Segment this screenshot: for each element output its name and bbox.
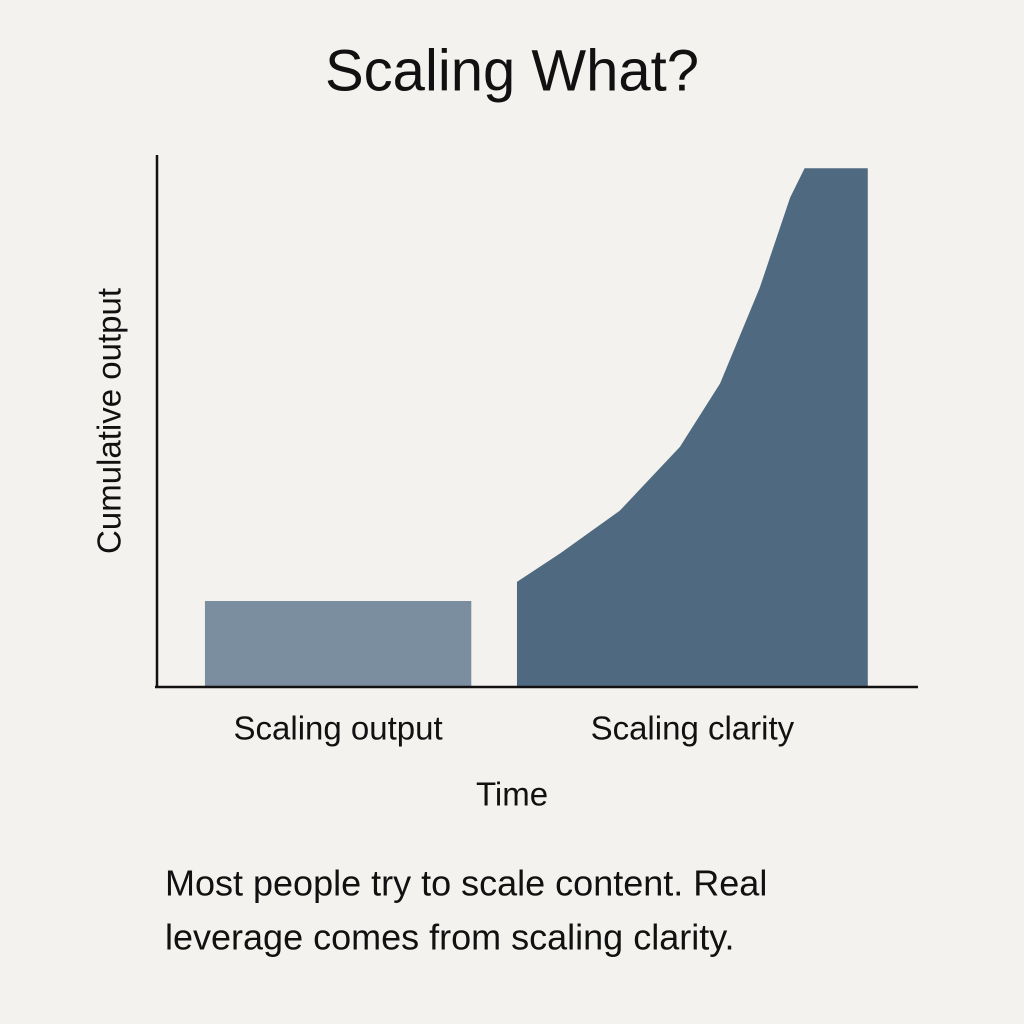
area [204, 601, 472, 686]
series-label: Scaling clarity [591, 710, 795, 747]
series-label: Scaling output [234, 710, 443, 747]
y-axis-label: Cumulative output [91, 288, 128, 554]
caption-line: Most people try to scale content. Real [165, 863, 767, 904]
caption-line: leverage comes from scaling clarity. [165, 917, 735, 958]
plot-area [204, 168, 868, 686]
area [516, 168, 868, 686]
chart-title: Scaling What? [325, 38, 699, 103]
x-axis-label: Time [476, 776, 548, 813]
